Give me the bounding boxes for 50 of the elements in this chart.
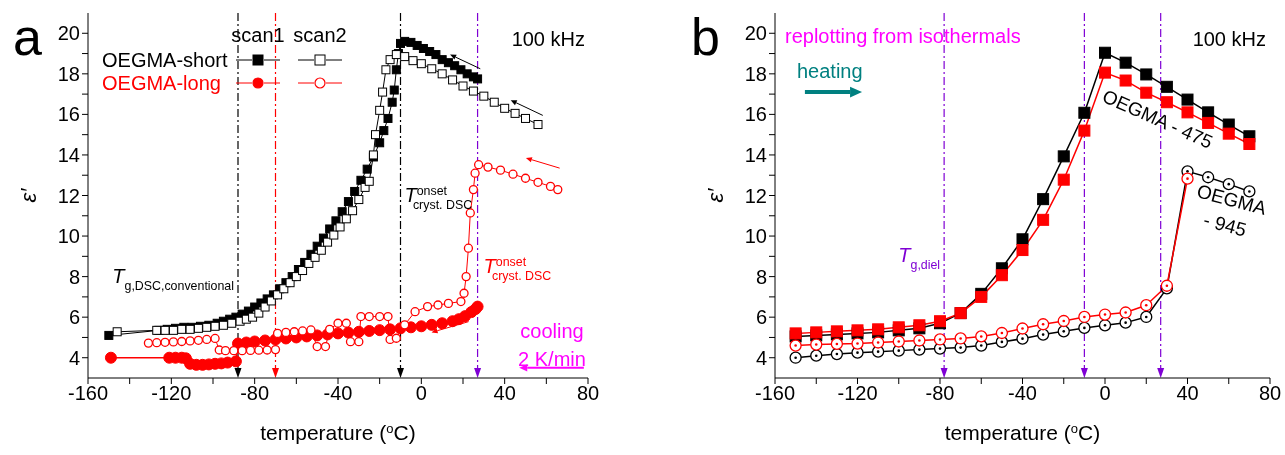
y-tick-label: 4	[755, 346, 767, 369]
annotation: OEGMA - 945	[1194, 180, 1269, 241]
y-tick-label: 18	[744, 62, 767, 85]
y-tick-label: 12	[744, 184, 767, 207]
annotation: 100 kHz	[1192, 28, 1266, 50]
legend-label: OEGMA-long	[102, 72, 221, 94]
x-axis-title: temperature ($^{o}$C)	[260, 420, 416, 444]
y-tick-label: 14	[744, 144, 767, 167]
annotation: scan1	[231, 24, 285, 46]
x-tick-label: 40	[1176, 382, 1199, 405]
annotation: scan2	[293, 24, 347, 46]
y-tick-label: 10	[744, 225, 767, 248]
x-tick-label: 0	[415, 382, 427, 405]
text: a	[13, 8, 42, 66]
y-tick-label: 10	[57, 225, 80, 248]
y-axis-title: ε′	[16, 187, 41, 203]
y-tick-label: 8	[68, 265, 80, 288]
annotation: heating	[797, 60, 863, 82]
y-tick-label: 4	[68, 346, 80, 369]
y-axis-title: ε′	[703, 187, 728, 203]
y-tick-label: 6	[755, 306, 767, 329]
y-tick-label: 6	[68, 306, 80, 329]
x-tick-label: 80	[1258, 382, 1282, 405]
y-tick-label: 8	[755, 265, 767, 288]
x-tick-label: 40	[493, 382, 516, 405]
x-tick-label: -120	[151, 382, 192, 405]
ref-line-label: T$_{g,diel}$	[898, 244, 941, 273]
x-axis-title: temperature ($^{o}$C)	[944, 420, 1101, 444]
y-tick-label: 20	[57, 22, 80, 45]
x-tick-label: -40	[323, 382, 353, 405]
ref-line-label: T$_{g,DSC,conventional}$	[112, 264, 234, 293]
x-tick-label: -80	[925, 382, 955, 405]
y-tick-label: 18	[57, 62, 80, 85]
annotation: replotting from isothermals	[785, 25, 1021, 47]
x-tick-label: -80	[240, 382, 270, 405]
text: b	[691, 8, 720, 66]
x-tick-label: -160	[67, 382, 109, 405]
y-tick-label: 20	[744, 22, 767, 45]
y-tick-label: 12	[57, 184, 80, 207]
x-tick-label: -120	[837, 382, 878, 405]
x-tick-label: -40	[1008, 382, 1037, 405]
x-tick-label: 80	[576, 382, 600, 405]
x-tick-label: 0	[1099, 382, 1111, 405]
y-tick-label: 16	[57, 103, 80, 126]
x-tick-label: -160	[754, 382, 796, 405]
y-tick-label: 14	[57, 144, 80, 167]
legend-label: OEGMA-short	[102, 49, 229, 71]
annotation: cooling 2 K/min	[518, 320, 586, 370]
annotation: 100 kHz	[511, 28, 585, 50]
y-tick-label: 16	[744, 103, 767, 126]
